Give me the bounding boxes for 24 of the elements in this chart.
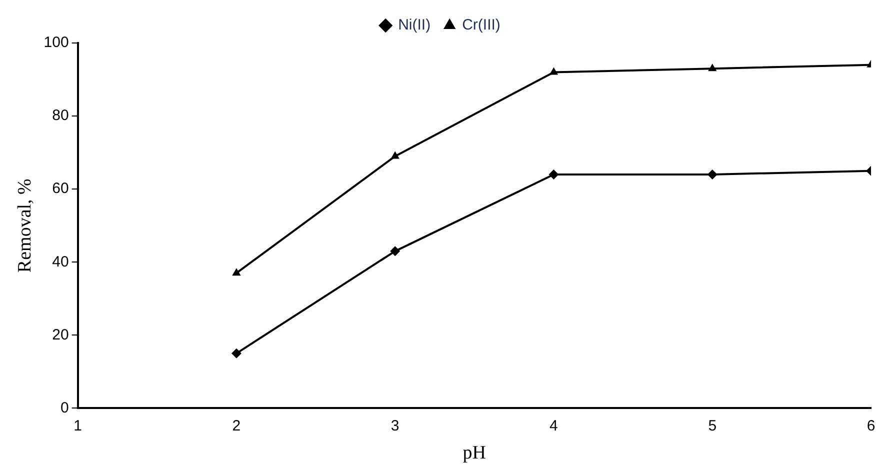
x-tick-label: 6 bbox=[866, 417, 876, 434]
point bbox=[232, 268, 241, 276]
x-tick-label: 3 bbox=[390, 417, 400, 434]
x-axis-title: pH bbox=[462, 442, 486, 464]
y-tick-label: 100 bbox=[44, 34, 69, 52]
point bbox=[549, 67, 558, 75]
x-tick-label: 1 bbox=[74, 417, 82, 434]
y-tick-label: 0 bbox=[60, 399, 69, 416]
y-axis-title: Removal, % bbox=[14, 178, 36, 273]
y-tick-label: 20 bbox=[52, 326, 69, 344]
y-tick-label: 80 bbox=[52, 107, 69, 124]
legend-label: Cr(III) bbox=[462, 16, 500, 34]
x-tick-label: 5 bbox=[708, 417, 717, 434]
x-tick-label: 4 bbox=[550, 417, 558, 434]
point bbox=[707, 169, 718, 180]
legend-label: Ni(II) bbox=[398, 16, 431, 34]
point bbox=[548, 169, 559, 180]
y-tick-label: 40 bbox=[52, 253, 69, 270]
point bbox=[708, 64, 717, 72]
point bbox=[390, 151, 400, 159]
y-tick-label: 60 bbox=[52, 180, 69, 198]
point bbox=[231, 348, 242, 358]
point bbox=[390, 246, 400, 256]
x-tick-label: 2 bbox=[232, 417, 241, 434]
